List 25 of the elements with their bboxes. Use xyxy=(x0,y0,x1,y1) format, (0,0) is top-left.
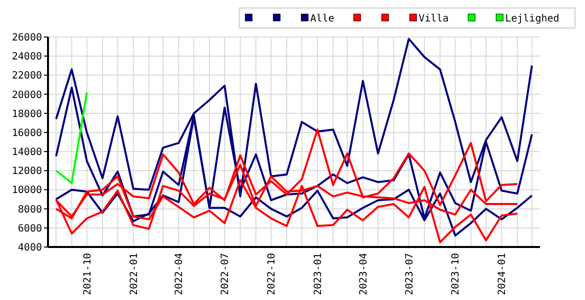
y-tick-label: 12000 xyxy=(12,166,42,178)
x-tick-label: 2021-10 xyxy=(82,253,94,296)
y-tick-label: 16000 xyxy=(12,128,42,139)
y-tick-label: 26000 xyxy=(12,32,42,44)
x-tick-label: 2022-01 xyxy=(128,253,140,296)
x-tick-label: 2023-10 xyxy=(450,253,462,296)
x-tick-label: 2022-10 xyxy=(266,253,278,296)
x-tick-label: 2023-07 xyxy=(404,253,416,296)
legend-label: Alle xyxy=(310,14,334,24)
y-tick-label: 4000 xyxy=(18,242,42,254)
legend-label: Villa xyxy=(418,14,449,24)
y-tick-label: 24000 xyxy=(12,52,42,63)
x-tick-label: 2022-04 xyxy=(174,253,186,296)
y-tick-label: 6000 xyxy=(18,223,42,234)
x-tick-label: 2023-01 xyxy=(312,253,324,296)
x-tick-label: 2024-01 xyxy=(497,253,508,296)
y-tick-label: 22000 xyxy=(12,70,42,82)
y-tick-label: 18000 xyxy=(12,108,42,120)
y-tick-label: 20000 xyxy=(12,90,42,101)
y-tick-label: 8000 xyxy=(18,204,42,216)
y-tick-label: 10000 xyxy=(12,185,42,196)
legend-label: Lejlighed xyxy=(505,14,560,24)
y-tick-label: 14000 xyxy=(12,147,42,158)
x-tick-label: 2023-04 xyxy=(358,253,370,296)
x-tick-label: 2022-07 xyxy=(220,253,232,296)
